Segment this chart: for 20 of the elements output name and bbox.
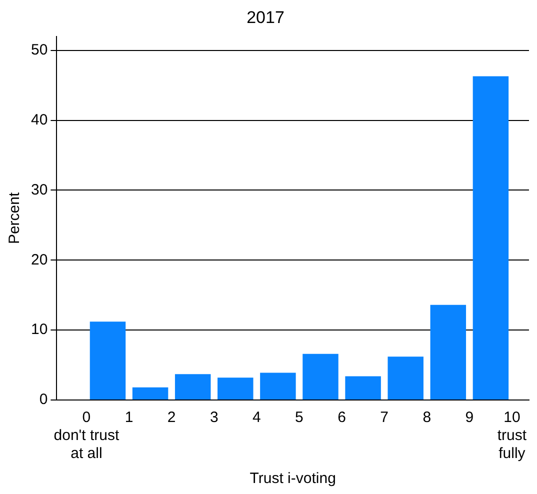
y-tick-label: 0 bbox=[39, 391, 48, 408]
x-tick-label: 8 bbox=[422, 409, 432, 426]
y-tick-label: 50 bbox=[30, 42, 48, 59]
x-tick-label: 0 don't trust at all bbox=[54, 409, 120, 462]
x-tick-label: 4 bbox=[252, 409, 261, 426]
y-tick-label: 10 bbox=[30, 321, 48, 338]
x-tick-label: 3 bbox=[210, 409, 218, 426]
x-tick-label: 5 bbox=[295, 409, 304, 426]
x-tick-label: 7 bbox=[380, 409, 388, 426]
x-tick-label: 6 bbox=[338, 409, 346, 426]
x-tick-label: 1 bbox=[124, 409, 134, 426]
x-tick-label: 10 trust fully bbox=[497, 409, 528, 462]
y-tick-label: 30 bbox=[30, 181, 48, 198]
x-axis-title: Trust i-voting bbox=[250, 470, 336, 488]
y-tick-label: 20 bbox=[30, 251, 48, 268]
chart-title: 2017 bbox=[246, 8, 284, 27]
y-tick-label: 40 bbox=[30, 111, 48, 128]
x-tick-label: 9 bbox=[465, 409, 474, 426]
x-tick-label: 2 bbox=[167, 409, 176, 426]
y-axis-title: Percent bbox=[6, 192, 24, 244]
